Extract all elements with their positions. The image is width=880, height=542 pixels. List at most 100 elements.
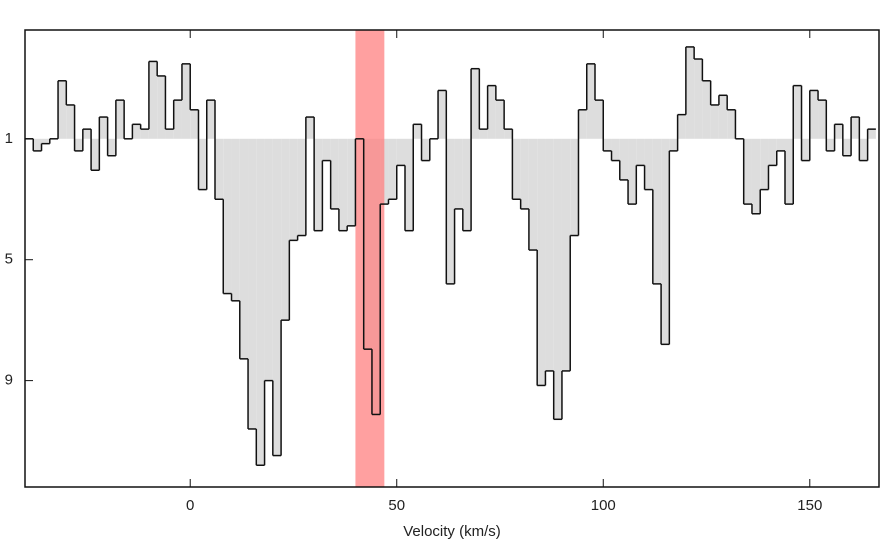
fill-step bbox=[694, 59, 703, 139]
fill-step bbox=[248, 138, 257, 429]
fill-step bbox=[528, 138, 538, 251]
fill-step bbox=[751, 138, 761, 214]
fill-step bbox=[760, 138, 769, 190]
fill-step bbox=[272, 138, 282, 456]
fill-step bbox=[545, 138, 554, 371]
fill-step bbox=[82, 129, 92, 139]
fill-step bbox=[826, 138, 835, 151]
x-tick-label: 0 bbox=[186, 497, 194, 514]
fill-step bbox=[595, 100, 604, 139]
fill-step bbox=[603, 138, 612, 151]
fill-step bbox=[644, 138, 653, 190]
fill-step bbox=[619, 138, 629, 180]
fill-step bbox=[471, 68, 480, 139]
fill-step bbox=[553, 138, 562, 420]
fill-step bbox=[322, 138, 331, 161]
fill-step bbox=[421, 138, 430, 161]
fill-step bbox=[842, 138, 852, 156]
fill-step bbox=[834, 124, 843, 139]
fill-step bbox=[520, 138, 529, 209]
fill-step bbox=[157, 75, 166, 139]
fill-step bbox=[132, 124, 141, 139]
fill-step bbox=[669, 138, 678, 151]
fill-step bbox=[140, 129, 149, 139]
fill-step bbox=[405, 138, 414, 231]
fill-step bbox=[181, 63, 191, 139]
fill-step bbox=[793, 85, 802, 139]
fill-step bbox=[718, 95, 728, 139]
fill-step bbox=[396, 138, 405, 166]
fill-step bbox=[107, 138, 116, 156]
frame bbox=[24, 29, 880, 488]
fill-step bbox=[41, 138, 50, 144]
fill-step bbox=[661, 138, 670, 345]
fill-step bbox=[99, 117, 108, 139]
fill-step bbox=[264, 138, 273, 381]
fill-step bbox=[801, 138, 810, 161]
fill-step bbox=[289, 138, 298, 241]
fill-step bbox=[710, 104, 719, 139]
y-tick-label: 9 bbox=[5, 372, 13, 389]
fill-step bbox=[33, 138, 42, 151]
x-tick-label: 100 bbox=[591, 497, 616, 514]
fill-step bbox=[58, 80, 67, 139]
fill-step bbox=[66, 104, 75, 139]
fill-step bbox=[148, 61, 158, 139]
fill-step bbox=[190, 109, 199, 139]
fill-step bbox=[74, 138, 83, 151]
x-tick-label: 50 bbox=[388, 497, 405, 514]
fill-step bbox=[115, 100, 125, 139]
fill-step bbox=[206, 100, 215, 139]
x-axis-label: Velocity (km/s) bbox=[403, 523, 501, 540]
fill-step bbox=[867, 129, 876, 139]
y-tick-label: 5 bbox=[5, 251, 13, 268]
fill-step bbox=[198, 138, 207, 190]
fill-step bbox=[776, 138, 785, 151]
fill-step bbox=[305, 117, 315, 139]
fill-step bbox=[768, 138, 777, 166]
fill-step bbox=[652, 138, 662, 284]
fill-step bbox=[330, 138, 339, 209]
fill-step bbox=[677, 114, 686, 139]
fill-step bbox=[223, 138, 232, 294]
fill-step bbox=[611, 138, 620, 161]
fill-step bbox=[504, 129, 513, 139]
fill-step bbox=[512, 138, 521, 200]
fill-step bbox=[628, 138, 637, 205]
fill-step bbox=[785, 138, 794, 205]
fill-step bbox=[859, 138, 868, 161]
fill-step bbox=[578, 109, 587, 139]
fill-step bbox=[586, 63, 595, 139]
fill-step bbox=[495, 100, 505, 139]
fill-step bbox=[487, 85, 496, 139]
y-tick-label: 1 bbox=[5, 130, 13, 147]
fill-step bbox=[338, 138, 348, 231]
fill-step bbox=[570, 138, 579, 236]
fill-step bbox=[561, 138, 571, 371]
fill-step bbox=[256, 138, 265, 466]
fill-step bbox=[388, 138, 397, 200]
fill-step bbox=[173, 100, 182, 139]
fill-step bbox=[727, 109, 736, 139]
fill-step bbox=[91, 138, 100, 171]
x-tick-label: 150 bbox=[797, 497, 822, 514]
fill-step bbox=[165, 129, 174, 139]
plot bbox=[25, 30, 876, 487]
fill-step bbox=[239, 138, 249, 359]
fill-step bbox=[231, 138, 240, 301]
fill-step bbox=[281, 138, 290, 321]
fill-step bbox=[479, 129, 488, 139]
fill-step bbox=[537, 138, 546, 386]
fill-step bbox=[818, 100, 827, 139]
fill-step bbox=[446, 138, 455, 284]
fill-step bbox=[851, 117, 860, 139]
fill-step bbox=[809, 90, 819, 139]
fill-step bbox=[743, 138, 752, 205]
fill-step bbox=[314, 138, 323, 231]
fill-step bbox=[215, 138, 224, 200]
fill-step bbox=[413, 124, 422, 139]
fill-step bbox=[702, 80, 711, 139]
fill-step bbox=[347, 138, 356, 226]
